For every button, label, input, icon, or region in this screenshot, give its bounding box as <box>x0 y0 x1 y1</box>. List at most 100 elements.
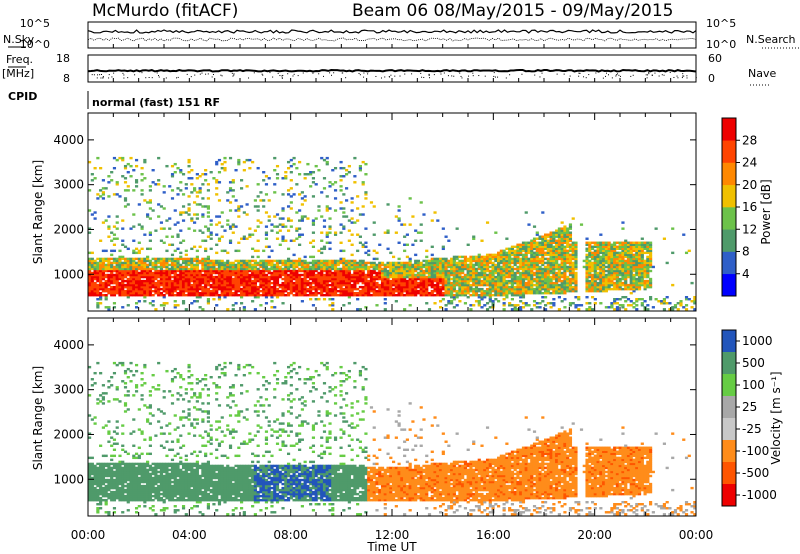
power-cell <box>386 291 390 295</box>
nave-point <box>451 75 453 77</box>
power-cell <box>411 291 415 295</box>
power-cell <box>588 283 592 287</box>
power-cell <box>538 245 542 249</box>
power-cell <box>242 281 246 285</box>
power-cell <box>314 275 318 279</box>
power-cell <box>469 259 473 263</box>
power-cell <box>148 261 152 265</box>
power-cell <box>375 257 379 261</box>
power-cell <box>345 269 349 273</box>
power-cell <box>193 279 197 283</box>
power-cell <box>286 279 291 283</box>
power-cell <box>181 259 186 263</box>
power-cell <box>264 289 269 293</box>
power-cell <box>411 267 415 271</box>
power-cell <box>593 261 597 265</box>
power-cell <box>557 273 561 277</box>
power-cell <box>513 281 517 285</box>
power-cell <box>264 175 269 178</box>
power-cell <box>270 287 274 291</box>
power-cell <box>112 225 117 228</box>
power-cell <box>513 253 517 257</box>
power-cell <box>292 293 296 297</box>
power-cell <box>295 273 299 277</box>
power-cell <box>419 291 423 295</box>
power-cell <box>356 308 360 311</box>
power-cell <box>176 287 180 291</box>
power-cell <box>646 259 650 263</box>
power-cell <box>447 283 451 287</box>
power-cell <box>604 259 608 263</box>
power-cell <box>179 229 183 232</box>
power-cell <box>560 261 564 265</box>
power-cell <box>621 259 625 263</box>
power-cell <box>400 223 404 226</box>
power-cell <box>148 189 152 192</box>
power-cell <box>364 306 368 309</box>
power-cell <box>588 255 592 259</box>
power-cell <box>256 295 260 299</box>
power-cell <box>441 279 445 283</box>
power-cell <box>380 261 385 265</box>
power-cell <box>206 257 210 261</box>
power-cell <box>463 257 468 261</box>
power-cell <box>121 227 125 230</box>
power-cell <box>444 273 448 277</box>
power-cell <box>640 271 644 275</box>
power-cell <box>463 265 468 269</box>
power-cell <box>635 263 639 267</box>
power-cell <box>535 273 539 277</box>
power-cell <box>129 265 133 269</box>
power-cell <box>411 285 415 289</box>
power-cell <box>234 283 238 287</box>
power-cell <box>159 277 164 281</box>
power-cell <box>485 257 490 261</box>
power-cell <box>530 287 534 291</box>
power-cell <box>234 265 238 269</box>
power-cell <box>146 255 150 259</box>
power-cell <box>104 249 108 253</box>
power-cell <box>187 287 191 291</box>
nave-point <box>453 75 455 77</box>
power-cell <box>555 245 559 249</box>
power-cell <box>112 273 117 277</box>
power-cell <box>253 279 257 283</box>
power-cell <box>568 265 573 269</box>
power-cell <box>378 267 382 271</box>
power-cell <box>331 279 335 283</box>
power-cell <box>389 287 393 291</box>
power-cell <box>380 287 385 291</box>
power-cell <box>629 265 633 269</box>
power-cell <box>303 263 307 267</box>
power-cell <box>311 259 316 263</box>
power-cell <box>264 279 269 283</box>
power-cell <box>154 269 158 273</box>
power-cell <box>187 171 191 174</box>
power-cell <box>273 168 277 172</box>
power-cell <box>604 289 608 293</box>
power-cell <box>137 271 141 275</box>
power-cell <box>383 279 387 283</box>
power-cell <box>345 289 349 293</box>
power-cell <box>309 298 313 301</box>
power-cell <box>336 289 340 293</box>
power-cell <box>386 281 390 285</box>
power-cell <box>245 271 249 275</box>
power-cell <box>165 257 169 261</box>
power-cell <box>190 269 194 273</box>
power-cell <box>181 219 186 222</box>
power-cell <box>300 261 304 265</box>
nave-point <box>472 75 474 77</box>
power-cell <box>328 207 332 210</box>
power-cell <box>538 285 542 289</box>
power-cell <box>104 269 108 273</box>
power-cell <box>411 279 415 283</box>
power-cell <box>590 247 595 251</box>
power-cell <box>356 281 360 285</box>
power-cell <box>615 283 620 287</box>
nave-point <box>399 75 401 77</box>
power-cell <box>433 269 437 273</box>
power-cell <box>242 308 246 311</box>
power-cell <box>206 293 210 297</box>
power-cell <box>414 273 418 277</box>
